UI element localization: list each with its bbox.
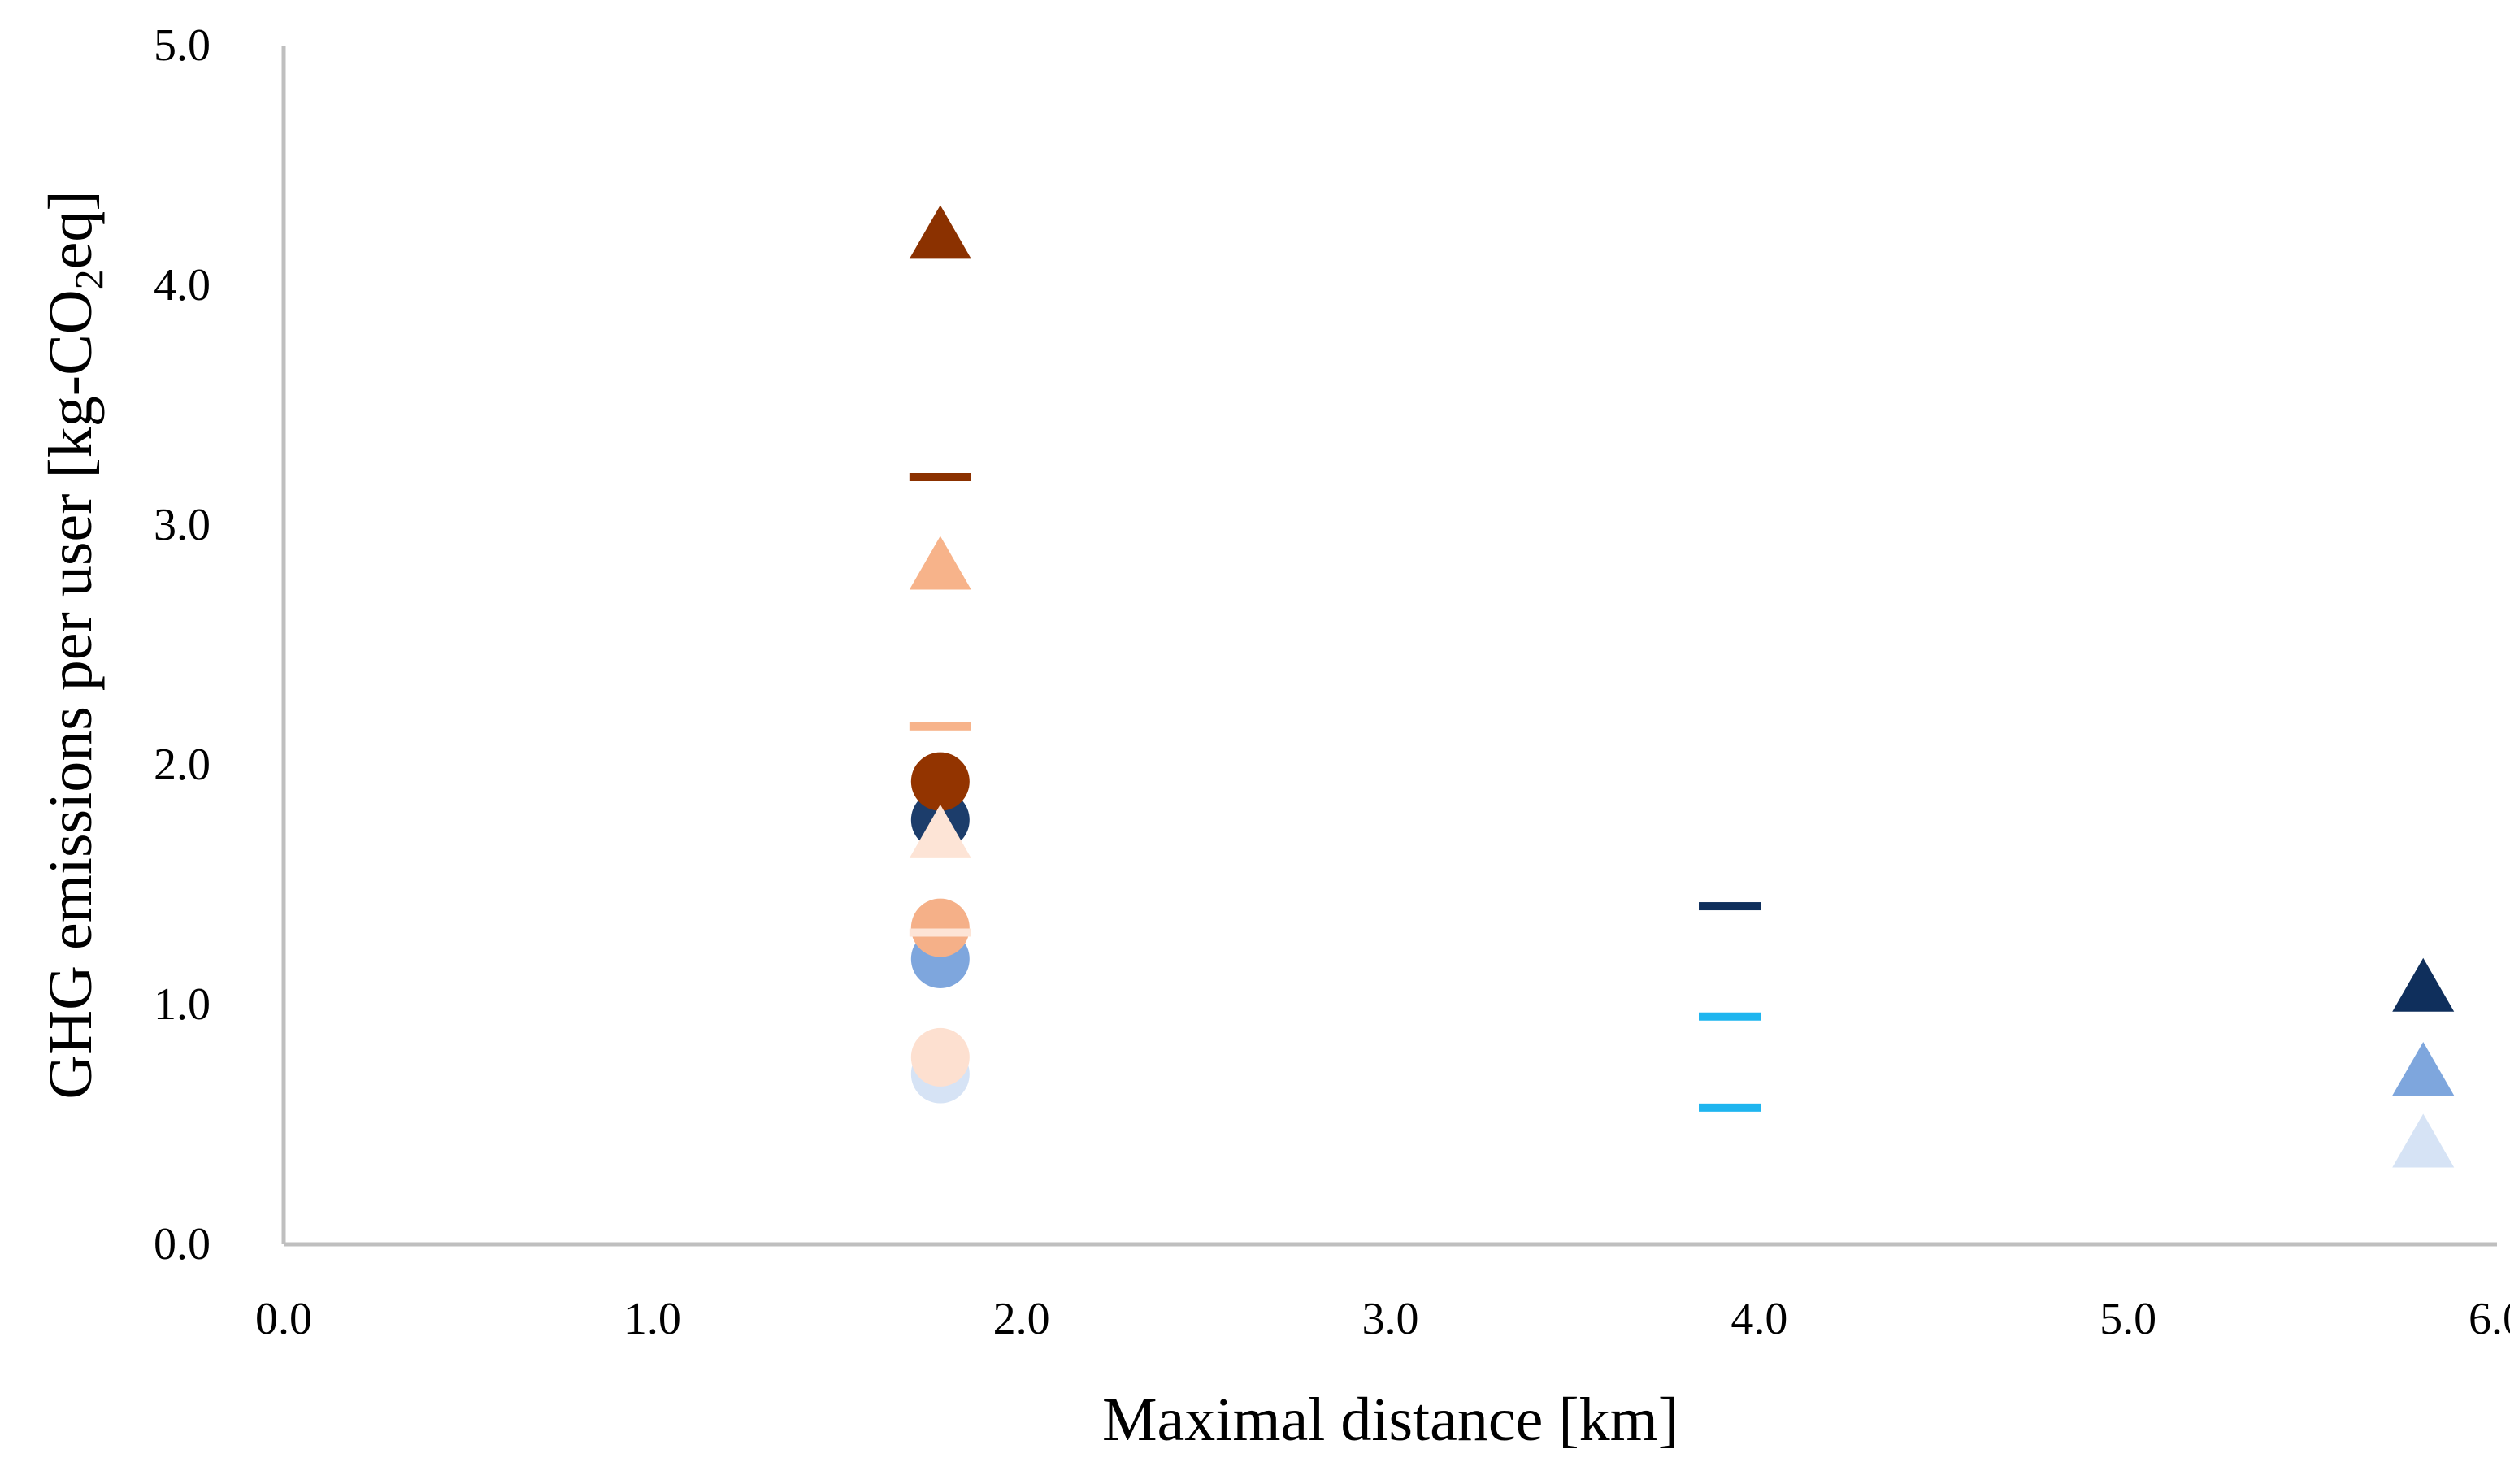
dash-point <box>909 928 971 937</box>
x-axis-title: Maximal distance [km] <box>1102 1386 1678 1454</box>
x-tick-label: 6.0 <box>2469 1294 2510 1344</box>
x-tick-label: 1.0 <box>624 1294 681 1344</box>
x-tick-label: 2.0 <box>993 1294 1050 1344</box>
x-tick-label: 4.0 <box>1731 1294 1787 1344</box>
dash-point <box>909 473 971 481</box>
y-axis-title-prefix: GHG emissions per user [kg-CO <box>37 289 105 1099</box>
circle-point <box>910 1027 970 1087</box>
y-tick-label: 5.0 <box>154 20 211 71</box>
y-tick-label: 2.0 <box>154 740 211 790</box>
triangle-point <box>909 205 971 259</box>
dash-point <box>1699 1103 1761 1112</box>
x-tick-label: 5.0 <box>2100 1294 2156 1344</box>
dash-point <box>1699 1012 1761 1021</box>
data-points <box>909 205 2455 1168</box>
y-axis-title: GHG emissions per user [kg-CO2eq] <box>37 190 111 1099</box>
dash-point <box>1699 902 1761 911</box>
y-tick-label: 3.0 <box>154 500 211 550</box>
circle-point <box>910 752 970 811</box>
triangle-point <box>2392 1041 2455 1096</box>
y-tick-labels: 0.0 1.0 2.0 3.0 4.0 5.0 <box>154 20 211 1269</box>
y-tick-label: 0.0 <box>154 1219 211 1269</box>
x-tick-label: 0.0 <box>255 1294 312 1344</box>
dash-point <box>909 722 971 731</box>
x-tick-label: 3.0 <box>1362 1294 1419 1344</box>
circle-point <box>910 898 970 957</box>
y-axis-title-suffix: eq] <box>37 190 105 269</box>
triangle-point <box>2392 1113 2455 1168</box>
triangle-point <box>909 804 971 858</box>
y-tick-label: 4.0 <box>154 260 211 310</box>
y-axis-title-subscript: 2 <box>66 269 111 289</box>
y-tick-label: 1.0 <box>154 979 211 1030</box>
triangle-point <box>909 536 971 590</box>
axes <box>281 46 2497 1247</box>
triangle-point <box>2392 957 2455 1012</box>
x-tick-labels: 0.0 1.0 2.0 3.0 4.0 5.0 6.0 <box>255 1294 2510 1344</box>
